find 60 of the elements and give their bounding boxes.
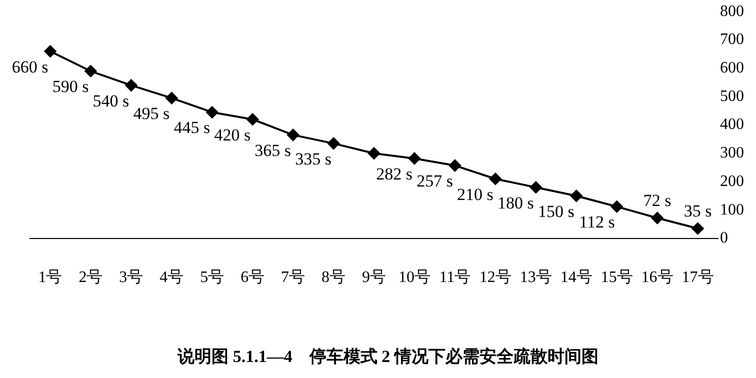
point xyxy=(651,212,664,224)
x-tick-label: 10号 xyxy=(398,269,430,286)
point xyxy=(44,45,56,58)
x-tick-label: 12号 xyxy=(479,269,512,286)
data-label: 35 s xyxy=(684,201,712,220)
data-label: 495 s xyxy=(133,104,170,124)
point xyxy=(570,190,582,202)
x-tick-label: 9号 xyxy=(362,269,386,286)
data-label: 335 s xyxy=(295,149,332,168)
point xyxy=(530,181,542,194)
data-label: 150 s xyxy=(538,202,574,221)
x-tick-label: 6号 xyxy=(240,269,265,286)
data-label: 257 s xyxy=(416,172,453,191)
x-tick-label: 3号 xyxy=(119,269,144,286)
data-label: 282 s xyxy=(376,164,412,184)
y-tick-label: 400 xyxy=(720,116,744,134)
x-tick-label: 15号 xyxy=(600,269,633,286)
y-tick-label: 300 xyxy=(720,144,744,162)
x-tick-label: 2号 xyxy=(78,269,103,286)
point xyxy=(368,147,380,160)
data-label: 660 s xyxy=(12,57,48,76)
data-label: 445 s xyxy=(174,118,210,138)
data-label: 180 s xyxy=(498,193,534,212)
point xyxy=(287,128,300,141)
point xyxy=(166,92,178,104)
text: 说明图 5.1.1—4 停车模式 2 情况下必需安全疏散时间图 xyxy=(176,347,598,366)
data-label: 590 s xyxy=(52,77,89,96)
point xyxy=(489,172,502,185)
data-label: 210 s xyxy=(457,184,494,204)
y-tick-label: 500 xyxy=(720,88,744,105)
y-tick-label: 700 xyxy=(720,31,744,48)
y-tick-label: 800 xyxy=(720,2,744,20)
x-tick-label: 13号 xyxy=(520,269,552,286)
point xyxy=(84,65,97,78)
y-tick-label: 100 xyxy=(720,201,744,218)
x-tick-label: 7号 xyxy=(281,269,306,286)
x-tick-label: 14号 xyxy=(560,269,592,286)
x-tick-label: 1号 xyxy=(38,269,62,286)
x-tick-label: 8号 xyxy=(322,269,346,286)
x-tick-label: 16号 xyxy=(641,269,674,286)
data-label: 72 s xyxy=(643,190,672,210)
point xyxy=(692,222,704,234)
x-tick-label: 17号 xyxy=(682,269,714,286)
x-tick-label: 11号 xyxy=(439,269,471,286)
y-tick-label: 600 xyxy=(720,60,744,77)
point xyxy=(610,200,623,213)
data-label: 540 s xyxy=(92,91,130,110)
point xyxy=(328,137,340,150)
point xyxy=(125,79,138,92)
data-label: 420 s xyxy=(214,125,251,144)
point xyxy=(408,152,420,164)
point xyxy=(246,113,259,126)
x-tick-label: 5号 xyxy=(200,269,224,286)
point xyxy=(448,160,461,172)
y-tick-label: 200 xyxy=(720,172,744,190)
y-tick-label: 0 xyxy=(720,230,728,247)
data-label: 365 s xyxy=(254,140,292,160)
data-label: 112 s xyxy=(579,212,615,232)
point xyxy=(206,106,218,118)
x-tick-label: 4号 xyxy=(160,269,184,286)
